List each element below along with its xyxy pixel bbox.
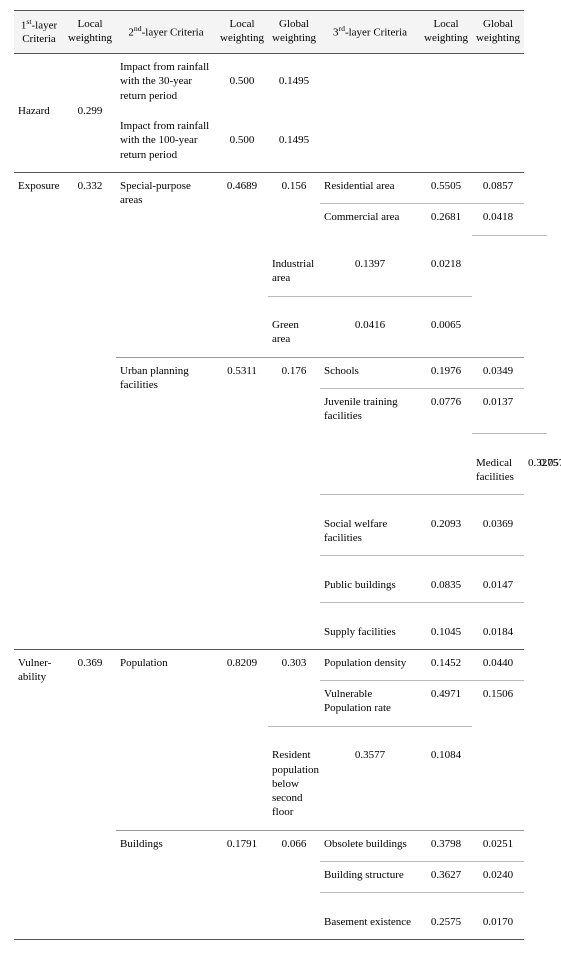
l2-spa: Special-purpose areas [116,173,216,251]
l3-grn-gw: 0.0065 [420,312,472,357]
l3-sw: Social welfare facilities [320,511,420,556]
l3-ind-lw: 0.1397 [320,251,420,296]
l3-juv-gw: 0.0137 [472,389,524,434]
col-l2: 2nd-layer Criteria [116,11,216,54]
l3-sch: Schools [320,358,420,389]
l2-bld-gw: 0.066 [268,831,320,893]
l2-bld: Buildings [116,831,216,893]
col-gw3: Global weighting [472,11,524,54]
l3-vpr-lw: 0.4971 [420,681,472,726]
weighting-table: 1st-layer Criteria Local weighting 2nd-l… [14,10,547,940]
l3-res-gw: 0.0857 [472,173,524,204]
l3-ind: Industrial area [268,251,320,296]
l3-med: Medical facilities [472,450,524,495]
l3-be: Basement existence [320,909,420,940]
table-row: Exposure 0.332 Special-purpose areas 0.4… [14,173,547,204]
l3-com-lw: 0.2681 [420,204,472,235]
table-row: Vulner-ability 0.369 Population 0.8209 0… [14,650,547,681]
l3-com-gw: 0.0418 [472,204,524,235]
l3-be-lw: 0.2575 [420,909,472,940]
l3-obs-lw: 0.3798 [420,831,472,862]
l2-pop: Population [116,650,216,726]
col-lw2: Local weighting [216,11,268,54]
l2-spa-gw: 0.156 [268,173,320,251]
l3-com: Commercial area [320,204,420,235]
l3-res-lw: 0.5505 [420,173,472,204]
l1-vulner-lw: 0.369 [64,650,116,893]
l2-h30-gw: 0.1495 [268,54,320,113]
l3-pd-gw: 0.0440 [472,650,524,681]
l3-pub-gw: 0.0147 [472,572,524,603]
table-row: Basement existence 0.2575 0.0170 [14,909,547,940]
l3-grn-lw: 0.0416 [320,312,420,357]
l3-sch-gw: 0.0349 [472,358,524,389]
table-row: Social welfare facilities 0.2093 0.0369 [14,511,547,556]
l3-ind-gw: 0.0218 [420,251,472,296]
l3-sup-lw: 0.1045 [420,619,472,650]
l2-upf-gw: 0.176 [268,358,320,495]
l2-pop-gw: 0.303 [268,650,320,726]
criteria-weighting-table: 1st-layer Criteria Local weighting 2nd-l… [0,0,561,954]
l2-h100: Impact from rainfall with the 100-year r… [116,113,216,172]
l2-spa-lw: 0.4689 [216,173,268,251]
l2-pop-lw: 0.8209 [216,650,268,726]
l3-pub: Public buildings [320,572,420,603]
col-lw1: Local weighting [64,11,116,54]
l1-vulner: Vulner-ability [14,650,64,893]
l3-pd: Population density [320,650,420,681]
l2-upf-lw: 0.5311 [216,358,268,495]
l3-sch-lw: 0.1976 [420,358,472,389]
l3-bs-lw: 0.3627 [420,862,472,893]
col-lw3: Local weighting [420,11,472,54]
l3-obs-gw: 0.0251 [472,831,524,862]
l1-exposure-lw: 0.332 [64,173,116,495]
l3-obs: Obsolete buildings [320,831,420,862]
l2-bld-lw: 0.1791 [216,831,268,893]
table-row: Hazard 0.299 Impact from rainfall with t… [14,54,547,113]
l3-grn: Green area [268,312,320,357]
l3-pd-lw: 0.1452 [420,650,472,681]
l3-sw-gw: 0.0369 [472,511,524,556]
l1-hazard: Hazard [14,54,64,173]
l3-rpb-lw: 0.3577 [320,742,420,830]
l2-h30: Impact from rainfall with the 30-year re… [116,54,216,113]
l3-juv-lw: 0.0776 [420,389,472,434]
l3-sup-gw: 0.0184 [472,619,524,650]
l3-juv: Juvenile training facilities [320,389,420,434]
l1-exposure: Exposure [14,173,64,495]
col-gw2: Global weighting [268,11,320,54]
l3-be-gw: 0.0170 [472,909,524,940]
l3-bs: Building structure [320,862,420,893]
l3-vpr-gw: 0.1506 [472,681,524,726]
l3-vpr: Vulnerable Population rate [320,681,420,726]
l3-sup: Supply facilities [320,619,420,650]
l3-rpb-gw: 0.1084 [420,742,472,830]
l2-h100-lw: 0.500 [216,113,268,172]
l3-bs-gw: 0.0240 [472,862,524,893]
l2-h30-lw: 0.500 [216,54,268,113]
l3-res: Residential area [320,173,420,204]
l3-rpb: Resident population below second floor [268,742,320,830]
header-row: 1st-layer Criteria Local weighting 2nd-l… [14,11,547,54]
table-row: Public buildings 0.0835 0.0147 [14,572,547,603]
table-row: Supply facilities 0.1045 0.0184 [14,619,547,650]
l3-sw-lw: 0.2093 [420,511,472,556]
l3-med-lw: 0.3275 [524,450,536,495]
l1-hazard-lw: 0.299 [64,54,116,173]
l2-upf: Urban planning facilities [116,358,216,495]
l3-pub-lw: 0.0835 [420,572,472,603]
col-l1: 1st-layer Criteria [14,11,64,54]
l2-h100-gw: 0.1495 [268,113,320,172]
col-l3: 3rd-layer Criteria [320,11,420,54]
